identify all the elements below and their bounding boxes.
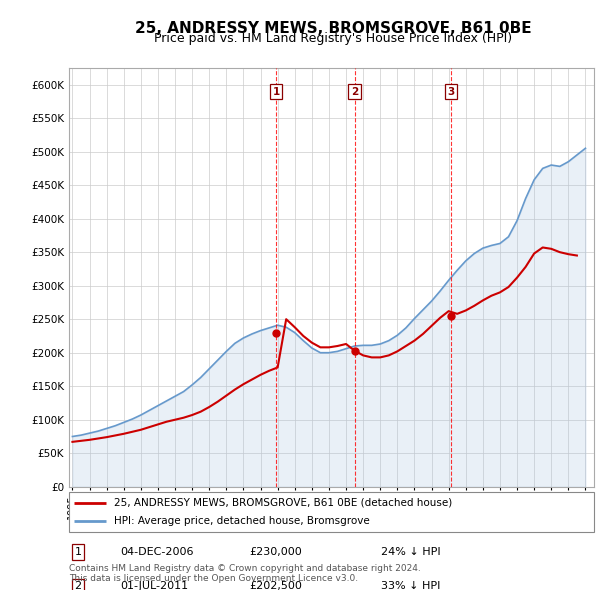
- Text: 01-JUL-2011: 01-JUL-2011: [120, 582, 188, 590]
- Text: 1: 1: [272, 87, 280, 97]
- Text: 04-DEC-2006: 04-DEC-2006: [120, 548, 193, 557]
- Text: Price paid vs. HM Land Registry's House Price Index (HPI): Price paid vs. HM Land Registry's House …: [154, 32, 512, 45]
- Text: £202,500: £202,500: [249, 582, 302, 590]
- Text: 25, ANDRESSY MEWS, BROMSGROVE, B61 0BE (detached house): 25, ANDRESSY MEWS, BROMSGROVE, B61 0BE (…: [113, 498, 452, 508]
- Text: 33% ↓ HPI: 33% ↓ HPI: [381, 582, 440, 590]
- Text: HPI: Average price, detached house, Bromsgrove: HPI: Average price, detached house, Brom…: [113, 516, 370, 526]
- Text: 25, ANDRESSY MEWS, BROMSGROVE, B61 0BE: 25, ANDRESSY MEWS, BROMSGROVE, B61 0BE: [134, 21, 532, 35]
- Text: 24% ↓ HPI: 24% ↓ HPI: [381, 548, 440, 557]
- Text: 2: 2: [74, 582, 82, 590]
- Text: £230,000: £230,000: [249, 548, 302, 557]
- Text: Contains HM Land Registry data © Crown copyright and database right 2024.
This d: Contains HM Land Registry data © Crown c…: [69, 563, 421, 583]
- FancyBboxPatch shape: [69, 492, 594, 532]
- Text: 2: 2: [351, 87, 358, 97]
- Text: 1: 1: [74, 548, 82, 557]
- Text: 3: 3: [448, 87, 455, 97]
